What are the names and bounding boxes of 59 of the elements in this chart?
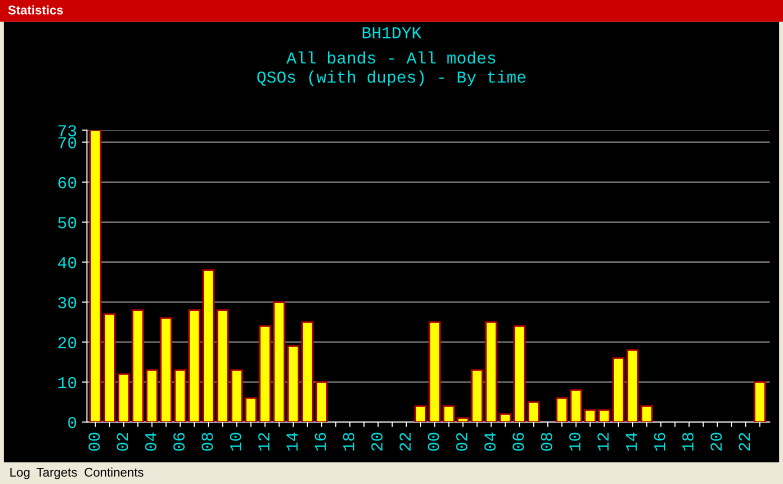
bar	[527, 401, 540, 422]
x-tick-label: 12	[597, 432, 609, 451]
bar	[640, 405, 653, 422]
x-tick-label: 20	[371, 432, 383, 451]
y-tick-label: 10	[58, 376, 76, 388]
x-tick-label: 16	[654, 432, 666, 451]
x-tick-label: 02	[456, 432, 468, 451]
bar	[612, 357, 625, 422]
bar	[414, 405, 427, 422]
bar	[202, 269, 215, 422]
y-tick-label: 40	[58, 257, 76, 268]
x-tick-label: 04	[145, 432, 156, 451]
x-tick-label: 18	[343, 432, 354, 451]
text: Continents	[84, 468, 144, 477]
x-tick-label: 06	[512, 432, 524, 451]
x-tick-label: 10	[569, 432, 580, 451]
y-tick-label: 30	[58, 297, 76, 308]
x-tick-label: 08	[540, 432, 552, 451]
bar	[258, 325, 272, 422]
x-tick-label: 00	[88, 432, 100, 451]
x-tick-label: 10	[230, 432, 242, 451]
x-tick-label: 22	[400, 432, 411, 451]
x-tick-label: 18	[682, 432, 694, 451]
chart-subtitle: All bands - All modes QSOs (with dupes) - By time	[257, 51, 526, 86]
bar	[456, 417, 470, 422]
bar	[160, 317, 172, 422]
x-tick-label: 00	[428, 432, 440, 451]
y-tick-label: 20	[58, 336, 76, 348]
y-tick-label: 60	[58, 177, 76, 188]
bar	[470, 369, 484, 422]
x-tick-label: 06	[173, 432, 185, 451]
bar	[626, 349, 639, 422]
bar	[556, 397, 568, 422]
x-tick-label: 02	[116, 432, 128, 451]
x-tick-label: 16	[314, 432, 326, 451]
text: Log	[10, 468, 30, 480]
x-tick-label: 04	[484, 432, 496, 451]
y-tick-label: 70	[58, 137, 76, 148]
bar	[89, 130, 102, 422]
y-tick-label: 73	[58, 125, 76, 136]
y-tick-label: 50	[58, 217, 76, 228]
x-tick-label: 12	[258, 432, 270, 451]
y-tick-label: 0	[68, 416, 76, 428]
bar	[513, 325, 526, 422]
x-tick-label: 08	[202, 432, 213, 451]
bar	[103, 313, 116, 422]
bar	[244, 397, 258, 422]
x-tick-label: 14	[626, 432, 637, 451]
chart-title: BH1DYK	[362, 27, 422, 38]
bar	[315, 381, 328, 422]
bar	[570, 389, 582, 422]
x-tick-label: 22	[738, 432, 750, 451]
bar	[146, 369, 158, 422]
bar	[754, 381, 766, 422]
x-tick-label: 20	[710, 432, 722, 451]
text: Targets	[36, 468, 77, 480]
x-tick-label: 14	[286, 432, 298, 451]
text: Statistics	[8, 5, 63, 14]
bar	[301, 321, 314, 422]
